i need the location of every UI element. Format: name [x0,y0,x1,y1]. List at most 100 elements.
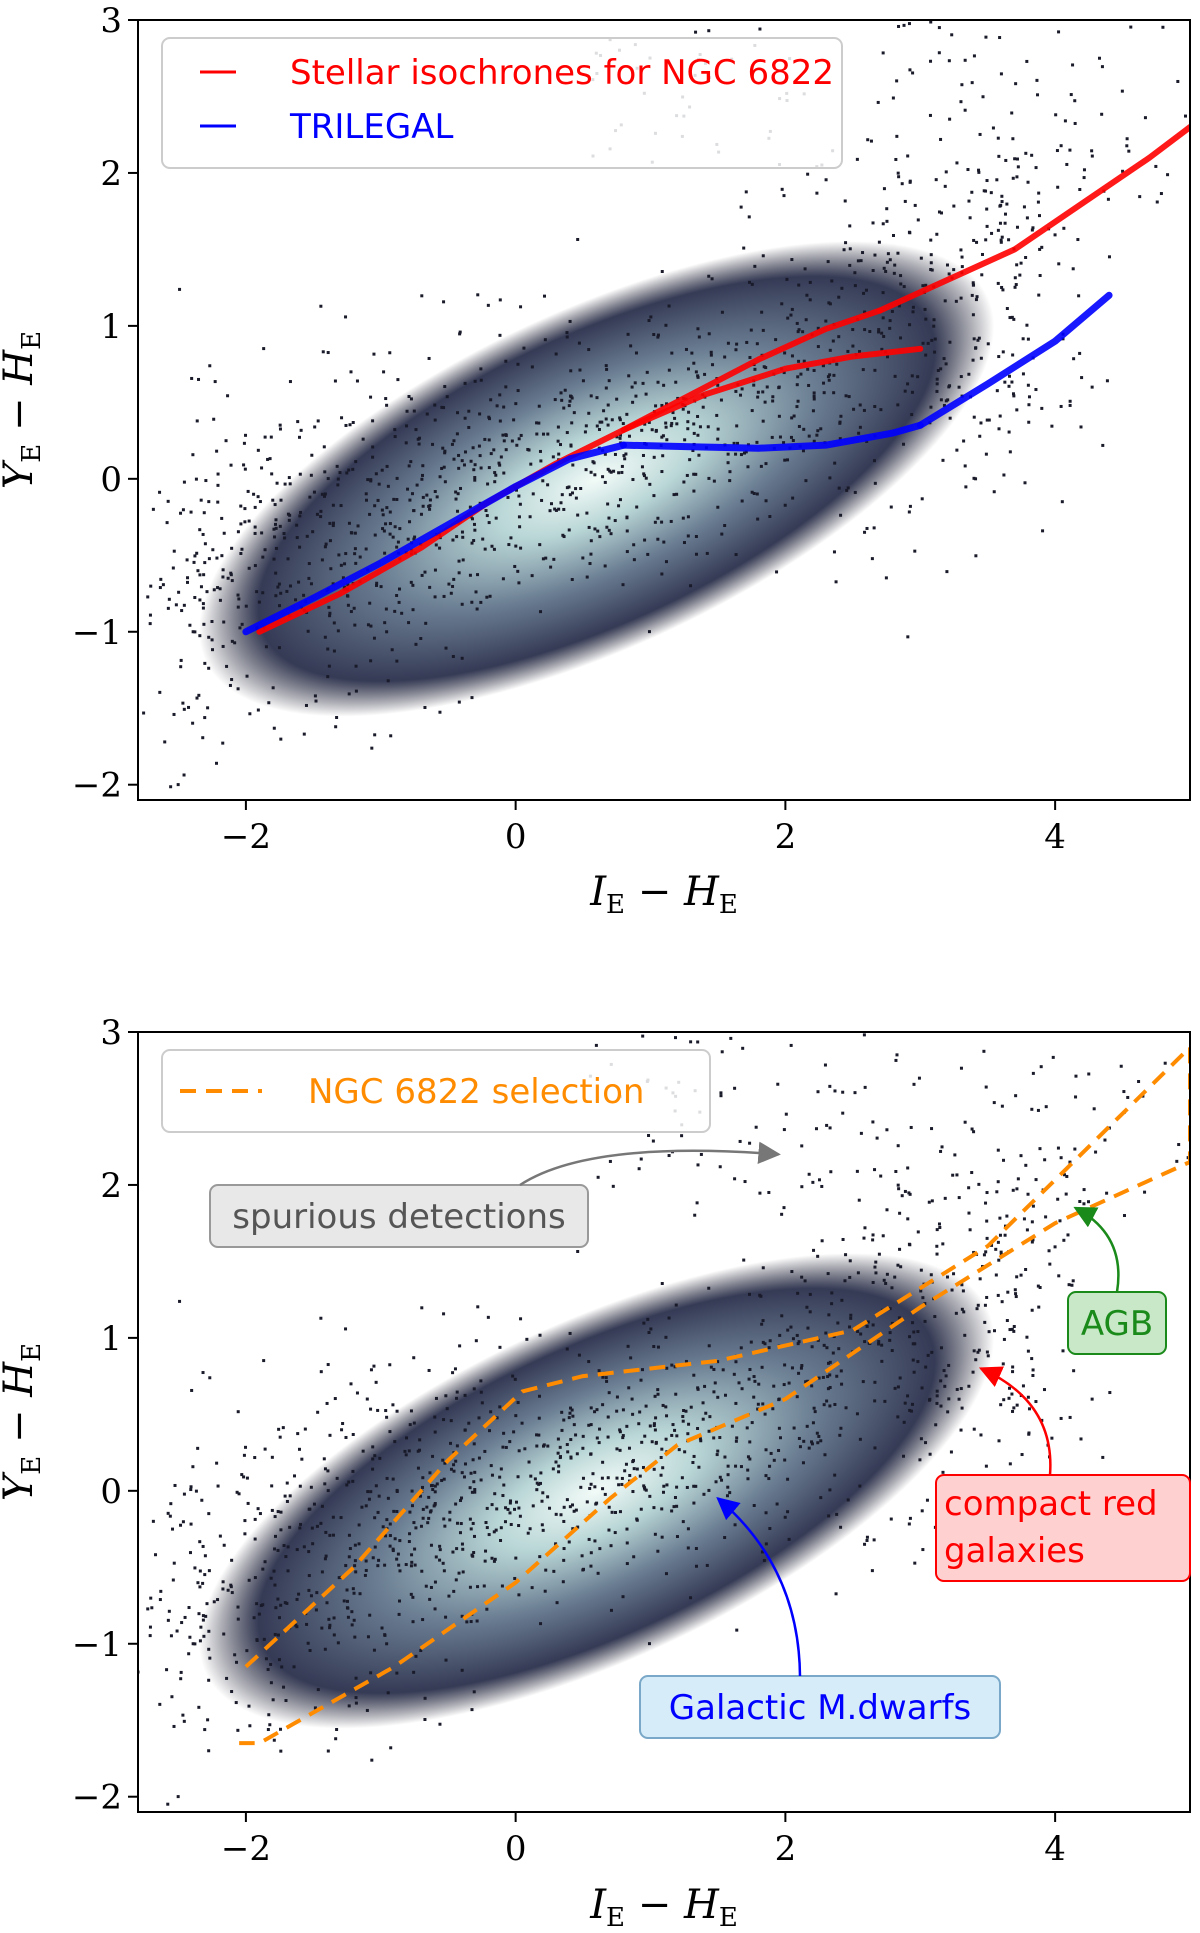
source-point [927,342,930,345]
source-point [245,1649,248,1652]
source-point [334,725,337,728]
source-point [385,506,388,509]
source-point [248,567,251,570]
source-point [205,1602,208,1605]
source-point [480,1478,483,1481]
source-point [668,369,671,372]
source-point [645,477,648,480]
source-point [1143,1191,1146,1194]
source-point [827,1387,830,1390]
source-point [940,1346,943,1349]
source-point [373,1649,376,1652]
source-point [405,1436,408,1439]
source-point [282,1686,285,1689]
source-point [517,1593,520,1596]
source-point [184,1616,187,1619]
source-point [866,138,869,141]
source-point [335,1728,338,1731]
source-point [167,1619,170,1622]
source-point [280,1665,283,1668]
source-point [628,1474,631,1477]
source-point [1035,166,1038,169]
source-point [997,1180,1000,1183]
source-point [538,1417,541,1420]
source-point [653,456,656,459]
source-point [802,1461,805,1464]
source-point [340,564,343,567]
source-point [1015,1295,1018,1298]
source-point [589,1565,592,1568]
source-point [871,1569,874,1572]
source-point [235,1661,238,1664]
source-point [557,1452,560,1455]
source-point [414,428,417,431]
source-point [578,369,581,372]
source-point [627,1345,630,1348]
source-point [549,509,552,512]
source-point [213,588,216,591]
source-point [896,1415,899,1418]
source-point [662,1404,665,1407]
source-point [442,1562,445,1565]
source-point [493,1560,496,1563]
source-point [657,1393,660,1396]
source-point [200,1499,203,1502]
source-point [488,466,491,469]
source-point [385,1518,388,1521]
source-point [324,1531,327,1534]
source-point [434,1502,437,1505]
source-point [202,573,205,576]
source-point [352,421,355,424]
source-point [1024,481,1027,484]
source-point [230,573,233,576]
source-point [740,1465,743,1468]
source-point [348,1704,351,1707]
source-point [166,521,169,524]
source-point [456,1391,459,1394]
source-point [498,334,501,337]
source-point [204,542,207,545]
source-point [702,1418,705,1421]
source-point [320,1627,323,1630]
source-point [904,390,907,393]
source-point [816,1090,819,1093]
source-point [964,485,967,488]
source-point [1024,1268,1027,1271]
source-point [1022,372,1025,375]
source-point [570,1457,573,1460]
source-point [1011,1410,1014,1413]
source-point [744,1180,747,1183]
source-point [873,1381,876,1384]
source-point [777,1449,780,1452]
source-point [845,1406,848,1409]
source-point [278,583,281,586]
source-point [987,342,990,345]
source-point [1014,1288,1017,1291]
source-point [283,532,286,535]
source-point [796,322,799,325]
source-point [257,449,260,452]
source-point [571,1415,574,1418]
source-point [307,1642,310,1645]
source-point [188,1636,191,1639]
source-point [254,1538,257,1541]
source-point [1012,394,1015,397]
source-point [918,1077,921,1080]
source-point [381,527,384,530]
source-point [625,1528,628,1531]
source-point [456,510,459,513]
source-point [566,1498,569,1501]
source-point [152,508,155,511]
source-point [622,1595,625,1598]
source-point [406,410,409,413]
source-point [1090,149,1093,152]
source-point [284,483,287,486]
source-point [481,538,484,541]
source-point [716,1396,719,1399]
source-point [195,1490,198,1493]
source-point [930,1273,933,1276]
source-point [493,548,496,551]
source-point [488,1533,491,1536]
source-point [476,573,479,576]
source-point [986,179,989,182]
